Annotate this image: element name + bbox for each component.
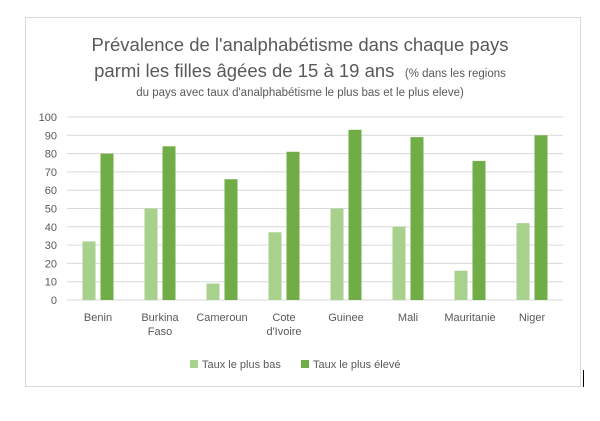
y-tick-label: 60 — [45, 185, 57, 197]
y-tick-label: 40 — [45, 222, 57, 234]
legend-label: Taux le plus élevé — [313, 359, 400, 371]
y-tick-label: 10 — [45, 277, 57, 289]
bar-taux-le-plus-eleve — [224, 179, 238, 300]
bar-taux-le-plus-bas — [516, 223, 530, 300]
bar-taux-le-plus-bas — [82, 241, 96, 300]
x-tick-label-line: Niger — [519, 312, 546, 324]
x-tick-label: Benin — [84, 312, 112, 324]
chart-frame — [25, 17, 581, 387]
bar-taux-le-plus-eleve — [348, 129, 362, 300]
y-tick-label: 50 — [45, 204, 57, 216]
bar-taux-le-plus-eleve — [472, 160, 486, 300]
y-tick-label: 0 — [51, 295, 57, 307]
chart-title-line1: Prévalence de l'analphabétisme dans chaq… — [92, 34, 509, 55]
y-tick-label: 80 — [45, 149, 57, 161]
x-tick-label: Cameroun — [196, 312, 247, 324]
chart-title-line2-group: parmi les filles âgées de 15 à 19 ans (%… — [94, 60, 506, 81]
bar-taux-le-plus-eleve — [534, 135, 548, 300]
bar-taux-le-plus-eleve — [286, 151, 300, 300]
y-tick-label: 20 — [45, 258, 57, 270]
x-tick-label-line: Cote — [272, 312, 295, 324]
x-tick-label-line: Mauritanie — [444, 312, 495, 324]
x-tick-label-line: Benin — [84, 312, 112, 324]
x-tick-label: Guinee — [328, 312, 363, 324]
chart-title-note-line2: du pays avec taux d'analphabétisme le pl… — [136, 87, 464, 99]
legend-label: Taux le plus bas — [202, 359, 281, 371]
x-tick-label: Niger — [519, 312, 546, 324]
x-tick-label-line: Faso — [148, 326, 172, 338]
y-tick-label: 30 — [45, 240, 57, 252]
legend-swatch — [301, 360, 309, 368]
x-tick-label-line: Mali — [398, 312, 418, 324]
legend-swatch — [190, 360, 198, 368]
x-tick-label-line: d'Ivoire — [266, 326, 301, 338]
x-tick-label: Burkina Faso — [141, 312, 179, 338]
bar-taux-le-plus-eleve — [410, 137, 424, 300]
x-axis-ticks: Benin Burkina Faso Cameroun Cote d'Ivoire Guin… — [84, 312, 546, 338]
chart-title-line2: parmi les filles âgées de 15 à 19 ans — [94, 60, 394, 81]
x-tick-label-line: Guinee — [328, 312, 363, 324]
y-tick-label: 90 — [45, 130, 57, 142]
x-tick-label: Mali — [398, 312, 418, 324]
bar-taux-le-plus-bas — [268, 232, 282, 300]
x-tick-label-line: Cameroun — [196, 312, 247, 324]
x-tick-label-line: Burkina — [141, 312, 179, 324]
y-tick-label: 70 — [45, 167, 57, 179]
y-axis-ticks: 0 10 20 30 40 50 60 70 80 90 100 — [39, 112, 57, 307]
bar-taux-le-plus-bas — [392, 226, 406, 300]
bar-taux-le-plus-bas — [454, 270, 468, 300]
chart-title-note-line1: (% dans les regions — [405, 68, 506, 80]
gridlines — [67, 116, 563, 301]
edge-mark — [583, 370, 584, 387]
bar-taux-le-plus-eleve — [162, 146, 176, 300]
bars — [82, 129, 548, 300]
bar-taux-le-plus-bas — [206, 283, 220, 300]
bar-taux-le-plus-bas — [144, 208, 158, 300]
x-tick-label: Mauritanie — [444, 312, 495, 324]
bar-taux-le-plus-bas — [330, 208, 344, 300]
bar-taux-le-plus-eleve — [100, 153, 114, 300]
legend: Taux le plus bas Taux le plus élevé — [190, 359, 400, 371]
y-tick-label: 100 — [39, 112, 57, 124]
x-tick-label: Cote d'Ivoire — [266, 312, 301, 338]
